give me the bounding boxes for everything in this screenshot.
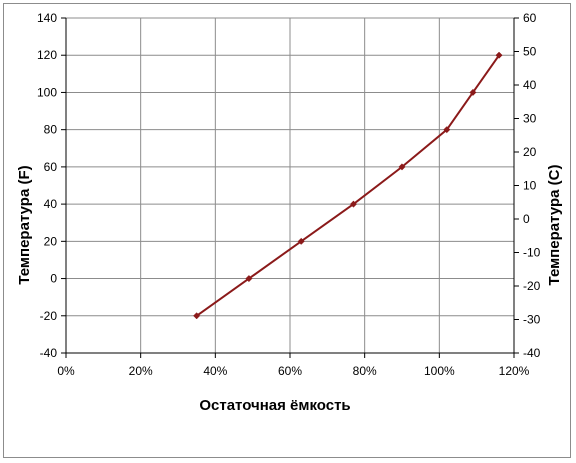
y-tick-label: 60 <box>44 160 58 174</box>
y-tick-label: -40 <box>40 346 58 360</box>
axes-layer <box>61 17 519 358</box>
y-tick-label: 0 <box>50 272 57 286</box>
data-point <box>245 275 253 283</box>
data-point <box>349 200 358 208</box>
x-axis-title: Остаточная ёмкость <box>199 397 350 414</box>
grid-layer <box>65 17 515 354</box>
y-tick-label: -20 <box>40 309 58 323</box>
y2-tick-label: 30 <box>523 112 537 126</box>
x-tick-label: 80% <box>353 364 377 378</box>
x-tick-label: 60% <box>278 364 302 378</box>
y-tick-label: 120 <box>37 48 57 62</box>
y-axis-title: Температура (F) <box>16 165 33 284</box>
series-layer <box>193 51 503 320</box>
y2-tick-label: 10 <box>523 179 537 193</box>
y2-tick-label: 0 <box>523 212 530 226</box>
data-point <box>469 88 477 96</box>
x-tick-label: 120% <box>499 364 530 378</box>
y-tick-label: 100 <box>37 85 57 99</box>
y-tick-label: 80 <box>44 123 58 137</box>
y2-tick-label: -20 <box>523 279 541 293</box>
series-line <box>196 54 500 317</box>
data-point <box>398 163 406 171</box>
x-tick-label: 40% <box>203 364 227 378</box>
chart-frame <box>3 3 571 458</box>
x-tick-label: 0% <box>57 364 75 378</box>
y2-tick-label: -30 <box>523 313 541 327</box>
y2-axis-title: Температура (C) <box>546 165 563 286</box>
data-point <box>443 126 451 134</box>
y-tick-label: 140 <box>37 11 57 25</box>
labels-layer: 0% 20% 40% 60% 80% 100% 120%-40-20020406080100… <box>37 11 541 378</box>
data-point <box>297 237 305 245</box>
y2-tick-label: -40 <box>523 346 541 360</box>
y2-tick-label: 50 <box>523 45 537 59</box>
data-point <box>193 312 201 320</box>
x-tick-label: 20% <box>129 364 153 378</box>
y-tick-label: 40 <box>44 197 58 211</box>
y-tick-label: 20 <box>44 234 58 248</box>
y2-tick-label: 20 <box>523 145 537 159</box>
x-tick-label: 100% <box>424 364 455 378</box>
y2-tick-label: 40 <box>523 78 537 92</box>
data-point <box>495 51 503 59</box>
y2-tick-label: 60 <box>523 11 537 25</box>
y2-tick-label: -10 <box>523 246 541 260</box>
